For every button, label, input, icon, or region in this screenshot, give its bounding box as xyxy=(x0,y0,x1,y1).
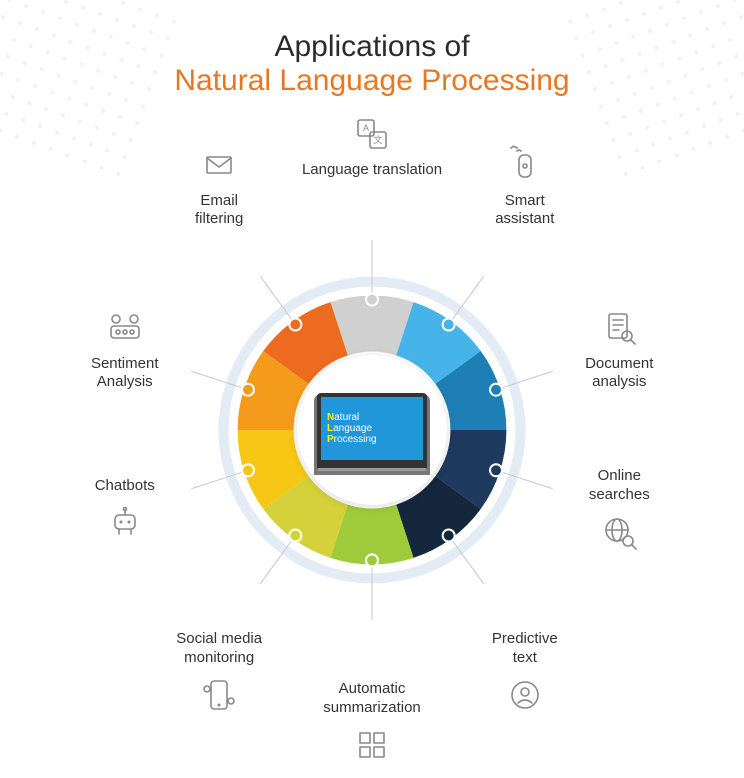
segment-label-text-2: Documentanalysis xyxy=(544,355,694,393)
segment-label-text-6: Social mediamonitoring xyxy=(144,630,294,668)
chatbot-icon xyxy=(104,502,146,544)
spoke-dot-3 xyxy=(490,464,502,476)
spoke-dot-5 xyxy=(366,554,378,566)
segment-label-text-3: Onlinesearches xyxy=(544,467,694,505)
title-line-1: Applications of xyxy=(0,30,744,64)
document-icon xyxy=(598,307,640,349)
segment-label-6: Social mediamonitoring xyxy=(144,630,294,716)
spoke-dot-4 xyxy=(443,529,455,541)
spoke-dot-1 xyxy=(443,319,455,331)
center-circle: NaturalLanguageProcessing xyxy=(297,355,447,505)
segment-label-text-7: Chatbots xyxy=(50,477,200,496)
segment-label-text-1: Smartassistant xyxy=(450,192,600,230)
social-icon xyxy=(198,674,240,716)
spoke-dot-6 xyxy=(289,529,301,541)
wheel-diagram: NaturalLanguageProcessing A文Language tra… xyxy=(92,150,652,710)
segment-label-text-8: SentimentAnalysis xyxy=(50,355,200,393)
summarize-icon xyxy=(351,724,393,766)
svg-text:文: 文 xyxy=(373,134,382,145)
spoke-dot-9 xyxy=(289,319,301,331)
spoke-dot-0 xyxy=(366,294,378,306)
translate-icon: A文 xyxy=(351,113,393,155)
title-block: Applications of Natural Language Process… xyxy=(0,0,744,98)
segment-label-text-5: Automatic summarization xyxy=(297,680,447,718)
segment-label-1: Smartassistant xyxy=(450,144,600,230)
spoke-dot-8 xyxy=(242,384,254,396)
segment-label-0: A文 Language translation xyxy=(297,113,447,180)
sentiment-icon xyxy=(104,307,146,349)
segment-label-text-4: Predictivetext xyxy=(450,630,600,668)
email-icon xyxy=(198,144,240,186)
laptop-screen: NaturalLanguageProcessing xyxy=(321,397,423,460)
spoke-dot-2 xyxy=(490,384,502,396)
laptop-graphic: NaturalLanguageProcessing xyxy=(317,393,427,468)
spoke-dot-7 xyxy=(242,464,254,476)
predictive-icon xyxy=(504,674,546,716)
segment-label-7: Chatbots xyxy=(50,477,200,544)
svg-text:A: A xyxy=(363,123,369,133)
segment-label-8: SentimentAnalysis xyxy=(50,307,200,393)
segment-label-3: Onlinesearches xyxy=(544,467,694,553)
smart-speaker-icon xyxy=(504,144,546,186)
title-line-2: Natural Language Processing xyxy=(0,64,744,98)
globe-search-icon xyxy=(598,511,640,553)
segment-label-5: Automatic summarization xyxy=(297,680,447,766)
segment-label-2: Documentanalysis xyxy=(544,307,694,393)
segment-label-4: Predictivetext xyxy=(450,630,600,716)
segment-label-text-0: Language translation xyxy=(297,161,447,180)
segment-label-text-9: Emailfiltering xyxy=(144,192,294,230)
segment-label-9: Emailfiltering xyxy=(144,144,294,230)
